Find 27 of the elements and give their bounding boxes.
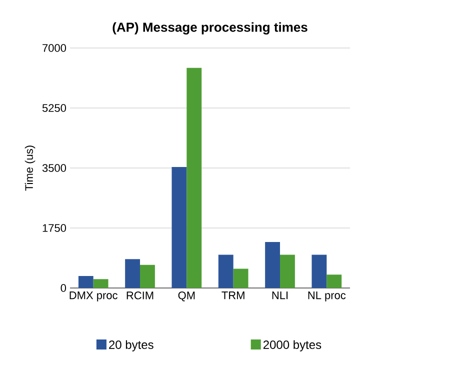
bar: [125, 259, 140, 288]
bar: [280, 254, 295, 288]
bar: [265, 242, 280, 288]
y-tick-label: 0: [60, 284, 66, 292]
x-tick-label: DMX proc: [70, 292, 118, 302]
y-axis-title: Time (us): [24, 146, 36, 191]
legend-label: 2000 bytes: [263, 340, 322, 352]
bar: [218, 254, 234, 288]
bar: [312, 254, 327, 288]
x-tick-label: QM: [178, 292, 195, 302]
bar: [78, 276, 94, 288]
bar: [326, 274, 342, 288]
bar: [186, 68, 202, 288]
y-tick-label: 3500: [42, 164, 66, 172]
bar: [172, 166, 187, 288]
bar: [93, 279, 108, 288]
bar: [233, 268, 248, 288]
x-tick-label: TRM: [222, 292, 244, 300]
bar: [140, 264, 155, 288]
x-tick-label: NLI: [272, 292, 288, 300]
chart-title: (AP) Message processing times: [112, 22, 308, 34]
y-tick-label: 7000: [42, 44, 66, 52]
legend-label: 20 bytes: [109, 340, 154, 352]
y-tick-label: 1750: [42, 224, 66, 232]
x-tick-label: RCIM: [126, 292, 154, 300]
x-tick-label: NL proc: [308, 292, 346, 302]
y-tick-label: 5250: [42, 104, 66, 112]
